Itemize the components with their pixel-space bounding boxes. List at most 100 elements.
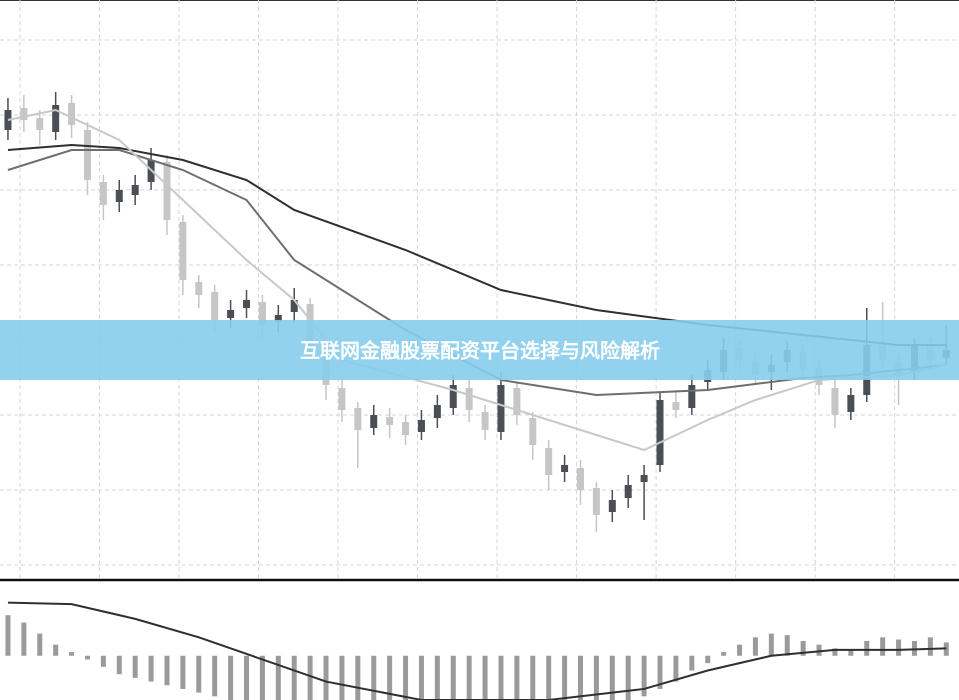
macd-bar — [848, 649, 854, 656]
candle-body — [83, 130, 91, 180]
candle-body — [513, 388, 521, 415]
candle-body — [99, 182, 107, 205]
candle-body — [608, 500, 616, 512]
macd-bar — [196, 655, 202, 693]
candle-body — [195, 282, 203, 295]
macd-bar — [832, 648, 838, 656]
candle-body — [672, 402, 680, 410]
macd-bar — [403, 655, 409, 700]
banner-title: 互联网金融股票配资平台选择与风险解析 — [300, 339, 660, 363]
macd-bar — [132, 655, 138, 678]
candle-body — [449, 385, 457, 408]
candle-body — [545, 448, 553, 475]
macd-panel — [5, 601, 949, 700]
candle-body — [831, 388, 839, 415]
macd-bar — [689, 655, 695, 671]
macd-bar — [275, 655, 281, 700]
candle-body — [243, 300, 251, 308]
macd-bar — [657, 655, 663, 689]
candle-body — [131, 185, 139, 195]
macd-bar — [514, 655, 520, 700]
candle-body — [52, 105, 60, 132]
macd-bar — [244, 655, 250, 700]
candle-body — [163, 162, 171, 220]
macd-bar — [816, 644, 822, 656]
macd-bar — [482, 655, 488, 700]
macd-bar — [116, 655, 122, 675]
candle-body — [68, 103, 76, 125]
macd-bar — [737, 644, 743, 656]
macd-bar — [927, 637, 933, 656]
macd-bar — [593, 655, 599, 700]
macd-bar — [768, 633, 774, 656]
signal-line — [7, 601, 947, 700]
candle-body — [417, 420, 425, 432]
macd-bar — [673, 655, 679, 682]
candle-body — [624, 485, 632, 498]
candle-body — [274, 315, 282, 322]
candle-body — [529, 418, 537, 445]
moving-average — [7, 108, 947, 452]
candle-body — [592, 488, 600, 515]
candle-body — [179, 222, 187, 280]
macd-bar — [84, 655, 90, 660]
banner: 互联网金融股票配资平台选择与风险解析 — [0, 320, 959, 380]
macd-bar — [864, 641, 870, 656]
candle-body — [561, 465, 569, 472]
macd-bar — [625, 655, 631, 700]
macd-bar — [498, 655, 504, 700]
macd-bar — [434, 655, 440, 700]
macd-bar — [259, 655, 265, 700]
macd-bar — [577, 655, 583, 700]
macd-bar — [180, 655, 186, 689]
macd-bar — [148, 655, 154, 682]
candle-body — [338, 388, 346, 410]
macd-bar — [307, 655, 313, 700]
candle-body — [115, 190, 123, 202]
macd-bar — [721, 652, 727, 656]
candle-body — [370, 415, 378, 428]
macd-bar — [896, 639, 902, 656]
macd-bar — [387, 655, 393, 700]
candle-body — [497, 385, 505, 432]
candle-body — [211, 292, 219, 320]
candle-body — [20, 108, 28, 120]
macd-bar — [562, 655, 568, 700]
macd-bar — [69, 652, 75, 656]
macd-bar — [466, 655, 472, 700]
macd-bar — [291, 655, 297, 700]
candle-body — [481, 412, 489, 430]
candle-body — [402, 422, 410, 435]
macd-bar — [800, 641, 806, 656]
candle-body — [640, 475, 648, 482]
banner-band — [0, 320, 959, 380]
candle-body — [4, 110, 12, 130]
macd-bar — [21, 622, 27, 656]
macd-bar — [784, 635, 790, 656]
price-panel — [0, 0, 959, 580]
macd-bar — [609, 655, 615, 700]
candle-body — [656, 400, 664, 465]
candle-body — [433, 405, 441, 418]
candle-body — [465, 388, 473, 410]
candle-body — [227, 310, 235, 318]
macd-bar — [355, 655, 361, 700]
macd-bar — [450, 655, 456, 700]
candle-body — [386, 417, 394, 425]
macd-bar — [212, 655, 218, 697]
macd-bar — [339, 655, 345, 700]
macd-bar — [418, 655, 424, 700]
candle-body — [576, 468, 584, 490]
candle-body — [36, 118, 44, 130]
candle-body — [847, 395, 855, 412]
macd-bar — [705, 655, 711, 664]
macd-bar — [752, 637, 758, 656]
macd-bar — [164, 655, 170, 686]
macd-bar — [228, 655, 234, 700]
candle-body — [290, 300, 298, 312]
macd-bar — [5, 615, 11, 656]
macd-bar — [371, 655, 377, 700]
macd-bar — [100, 655, 106, 667]
macd-bar — [37, 633, 43, 656]
